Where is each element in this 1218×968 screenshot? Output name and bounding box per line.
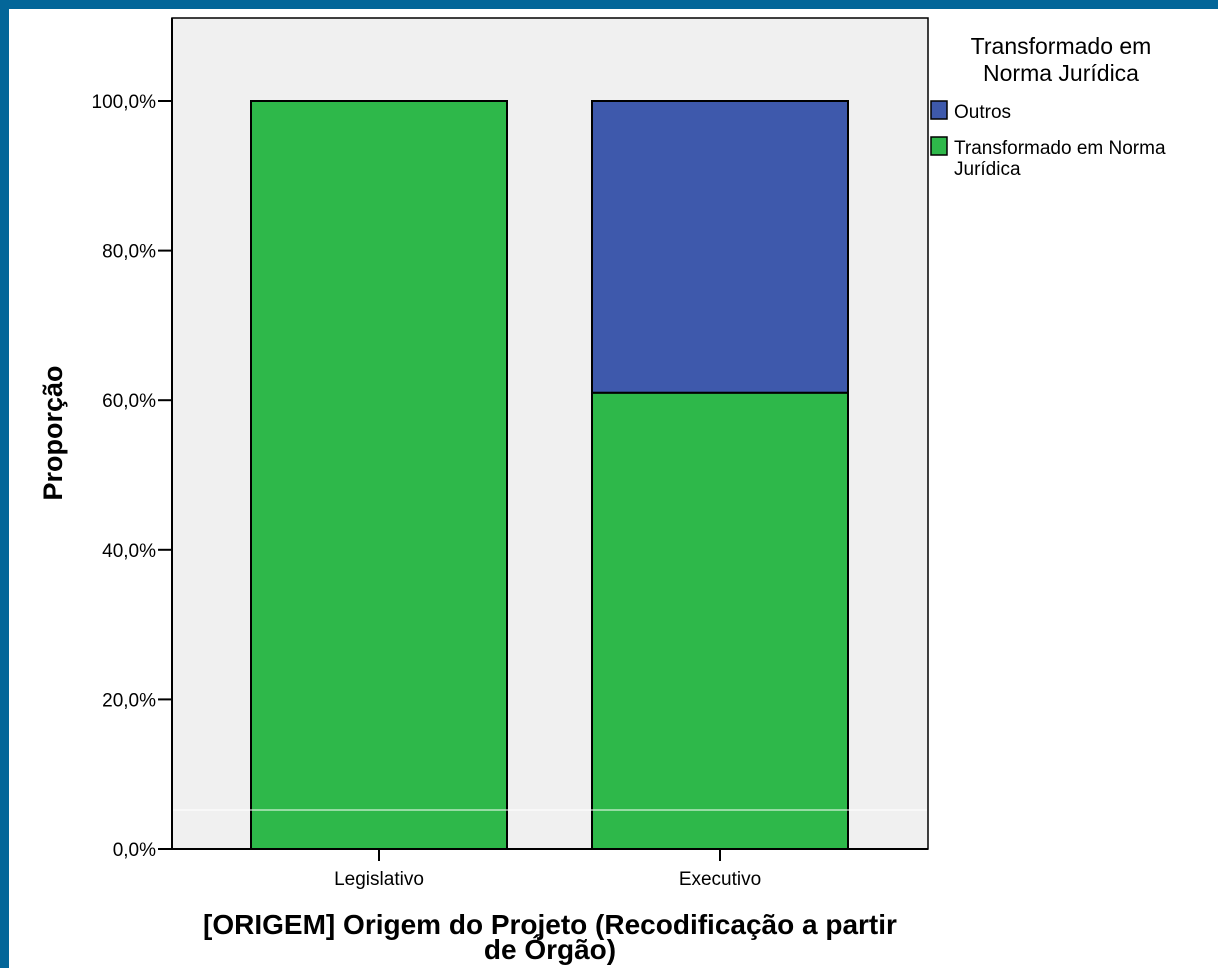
y-tick-label: 100,0% — [92, 92, 157, 113]
x-axis-title-line: [ORIGEM] Origem do Projeto (Recodificaçã… — [203, 909, 897, 940]
legend-swatch — [930, 136, 948, 156]
x-tick-label: Executivo — [679, 869, 761, 890]
bar-legislativo-series-0 — [250, 100, 508, 850]
y-axis-title: Proporção — [38, 365, 68, 500]
x-tick-label: Legislativo — [334, 869, 424, 890]
x-axis-title-line: de Órgão) — [484, 934, 616, 965]
bar-executivo-series-0 — [591, 391, 849, 850]
y-tick-label: 40,0% — [102, 541, 156, 562]
legend-item-label: Transformado em Norma — [954, 138, 1166, 159]
y-tick-label: 60,0% — [102, 391, 156, 412]
axes-group: 0,0% 20,0% 40,0% 60,0% 80,0% 100,0% Legislativ… — [38, 18, 928, 965]
y-tick-label: 0,0% — [113, 840, 156, 861]
legend-item-label: Jurídica — [954, 159, 1021, 180]
legend-title-line: Transformado em — [971, 33, 1152, 59]
legend-title-line: Norma Jurídica — [983, 60, 1139, 86]
bar-executivo-series-1 — [591, 100, 849, 394]
legend-swatch — [930, 100, 948, 120]
bars-group — [173, 100, 927, 850]
legend-item-label: Outros — [954, 102, 1011, 123]
y-tick-label: 20,0% — [102, 690, 156, 711]
y-tick-label: 80,0% — [102, 242, 156, 263]
